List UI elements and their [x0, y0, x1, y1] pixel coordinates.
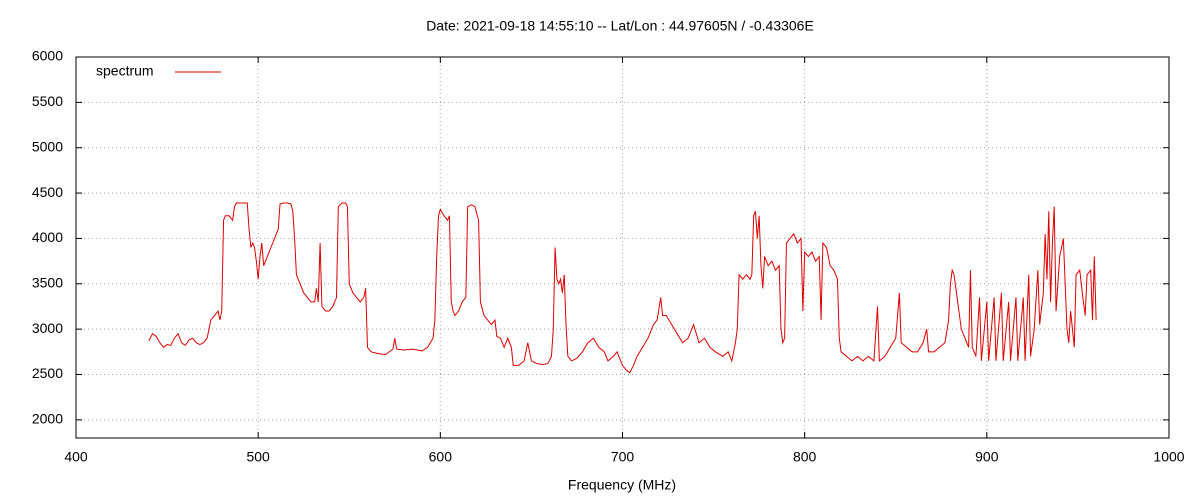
x-axis-label: Frequency (MHz)	[568, 477, 676, 493]
y-tick-label: 4000	[32, 229, 63, 245]
x-tick-label: 500	[246, 449, 270, 465]
legend-label: spectrum	[96, 63, 154, 79]
x-tick-label: 400	[64, 449, 88, 465]
y-tick-label: 2000	[32, 411, 63, 427]
x-tick-label: 1000	[1153, 449, 1184, 465]
y-tick-label: 5500	[32, 93, 63, 109]
plot-border	[75, 56, 1170, 439]
x-tick-label: 800	[793, 449, 817, 465]
spectrum-line	[148, 202, 1097, 374]
x-tick-label: 900	[975, 449, 999, 465]
y-tick-label: 3500	[32, 274, 63, 290]
x-tick-label: 700	[611, 449, 635, 465]
x-tick-label: 600	[429, 449, 453, 465]
y-tick-label: 6000	[32, 48, 63, 64]
chart-title: Date: 2021-09-18 14:55:10 -- Lat/Lon : 4…	[426, 18, 814, 34]
y-tick-label: 2500	[32, 365, 63, 381]
y-tick-label: 3000	[32, 320, 63, 336]
y-tick-label: 5000	[32, 138, 63, 154]
y-tick-label: 4500	[32, 184, 63, 200]
